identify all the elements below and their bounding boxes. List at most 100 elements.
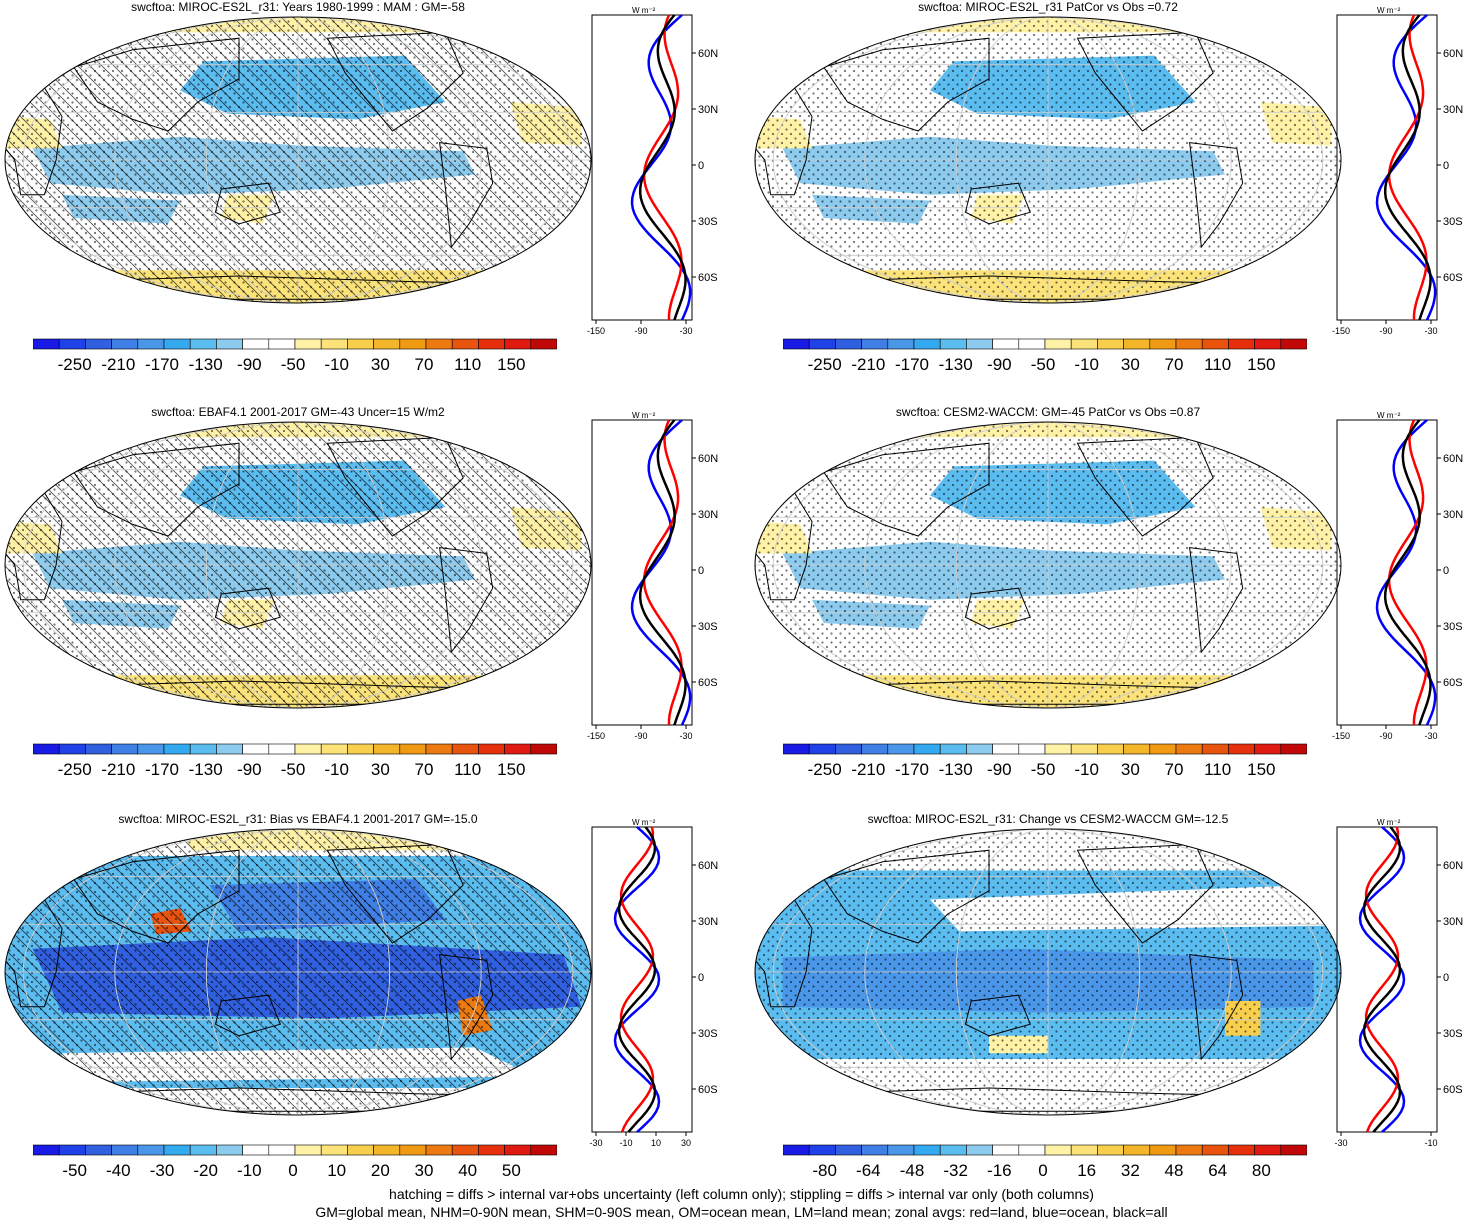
zonal-unit: W m⁻² — [632, 6, 656, 15]
colorbar-swatch — [451, 1144, 479, 1156]
colorbar-swatch — [478, 743, 505, 755]
colorbar-swatch — [347, 743, 374, 755]
zonal-lat-label: 0 — [698, 565, 704, 577]
colorbar-label: 80 — [1252, 1161, 1271, 1180]
colorbar-label: -20 — [193, 1161, 218, 1180]
coastline — [1189, 547, 1244, 654]
colorbar-label: -16 — [987, 1161, 1012, 1180]
colorbar-swatch — [1070, 338, 1098, 350]
colorbar-label: 150 — [497, 760, 525, 779]
colorbar-swatch — [294, 338, 322, 350]
colorbar-swatch — [33, 743, 60, 755]
colorbar-swatch — [1044, 743, 1072, 755]
panel-title: swcftoa: MIROC-ES2L_r31 PatCor vs Obs =0… — [918, 0, 1178, 14]
panel-title: swcftoa: MIROC-ES2L_r31: Years 1980-1999… — [131, 0, 465, 14]
map-panel-cesm2-waccm: swcftoa: CESM2-WACCM: GM=-45 PatCor vs O… — [745, 405, 1483, 795]
colorbar-swatch — [111, 743, 139, 755]
colorbar-swatch — [1228, 743, 1255, 755]
colorbar-swatch — [347, 338, 374, 350]
zonal-x-tick: -150 — [587, 731, 605, 741]
colorbar-swatch — [163, 338, 191, 350]
zonal-x-tick: -30 — [679, 326, 692, 336]
colorbar-label: 70 — [1165, 760, 1184, 779]
colorbar-swatch — [1123, 1144, 1151, 1156]
colorbar-swatch — [347, 1144, 374, 1156]
coastline — [326, 843, 464, 944]
colorbar-swatch — [268, 743, 296, 755]
colorbar-swatch — [33, 338, 60, 350]
colorbar-swatch — [1280, 338, 1307, 350]
zonal-land-line — [619, 826, 655, 1133]
colorbar-swatch — [58, 338, 86, 350]
zonal-ocean-line — [613, 826, 661, 1133]
panel-title: swcftoa: MIROC-ES2L_r31: Bias vs EBAF4.1… — [118, 812, 478, 826]
colorbar-swatch — [242, 1144, 270, 1156]
zonal-lat-label: 30N — [698, 916, 718, 928]
zonal-all-line — [638, 14, 687, 321]
coastline — [755, 491, 813, 601]
colorbar-label: 30 — [1121, 760, 1140, 779]
zonal-lat-label: 30S — [1443, 216, 1463, 228]
zonal-lat-label: 60N — [698, 860, 718, 872]
colorbar-label: -250 — [808, 760, 842, 779]
colorbar-label: -130 — [189, 760, 223, 779]
coastline — [326, 31, 464, 132]
colorbar-label: -80 — [812, 1161, 837, 1180]
coastline — [73, 442, 240, 537]
colorbar-swatch — [33, 1144, 60, 1156]
colorbar-label: -170 — [145, 355, 179, 374]
colorbar-swatch — [294, 1144, 322, 1156]
colorbar-swatch — [216, 338, 243, 350]
zonal-lat-label: 60S — [1443, 272, 1463, 284]
colorbar-swatch — [861, 1144, 889, 1156]
panel-title: swcftoa: CESM2-WACCM: GM=-45 PatCor vs O… — [895, 405, 1201, 419]
colorbar-swatch — [451, 743, 479, 755]
colorbar-swatch — [58, 1144, 86, 1156]
coastline — [964, 587, 1031, 630]
world-map — [4, 828, 592, 1116]
colorbar-label: 110 — [454, 355, 481, 374]
colorbar-swatch — [808, 743, 836, 755]
colorbar-swatch — [1175, 1144, 1203, 1156]
colorbar-swatch — [504, 338, 532, 350]
colorbar-label: -10 — [1074, 760, 1099, 779]
colorbar-swatch — [1149, 338, 1177, 350]
zonal-x-tick: -150 — [1332, 731, 1350, 741]
zonal-lat-label: 30S — [698, 1028, 718, 1040]
colorbar-swatch — [163, 743, 191, 755]
coastline — [1189, 142, 1244, 249]
colorbar-swatch — [808, 1144, 836, 1156]
colorbar-label: -64 — [856, 1161, 881, 1180]
zonal-all-line — [1383, 419, 1432, 726]
colorbar-label: 20 — [371, 1161, 390, 1180]
colorbar-label: -50 — [1031, 760, 1056, 779]
colorbar-label: 0 — [1038, 1161, 1047, 1180]
colorbar-swatch — [242, 743, 270, 755]
coastline — [1076, 31, 1214, 132]
colorbar-label: -90 — [987, 760, 1012, 779]
colorbar-label: -50 — [1031, 355, 1056, 374]
colorbar-label: -30 — [150, 1161, 175, 1180]
colorbar-label: -250 — [808, 355, 842, 374]
colorbar-label: 70 — [415, 760, 434, 779]
colorbar-label: -90 — [237, 760, 262, 779]
colorbar-swatch — [1201, 1144, 1229, 1156]
colorbar-label: -10 — [324, 760, 349, 779]
coastline — [73, 849, 240, 944]
colorbar-label: -50 — [281, 355, 306, 374]
zonal-x-tick: -30 — [679, 731, 692, 741]
zonal-mean-plot: W m⁻² 60N 30N 0 30S 60S -150 -90 -30 — [587, 411, 718, 741]
zonal-x-tick: -90 — [1379, 326, 1392, 336]
colorbar-swatch — [913, 1144, 941, 1156]
zonal-x-tick: -30 — [1424, 326, 1437, 336]
zonal-x-tick: -90 — [1379, 731, 1392, 741]
colorbar-swatch — [137, 743, 165, 755]
colorbar-swatch — [478, 338, 505, 350]
colorbar-label: -10 — [1074, 355, 1099, 374]
panel-title: swcftoa: MIROC-ES2L_r31: Change vs CESM2… — [867, 812, 1229, 826]
zonal-x-tick: -150 — [587, 326, 605, 336]
zonal-mean-plot: W m⁻² 60N 30N 0 30S 60S -30 -10 — [1334, 818, 1463, 1148]
panel-title: swcftoa: EBAF4.1 2001-2017 GM=-43 Uncer=… — [151, 405, 445, 419]
colorbar-swatch — [1228, 338, 1255, 350]
zonal-lat-label: 0 — [1443, 160, 1449, 172]
